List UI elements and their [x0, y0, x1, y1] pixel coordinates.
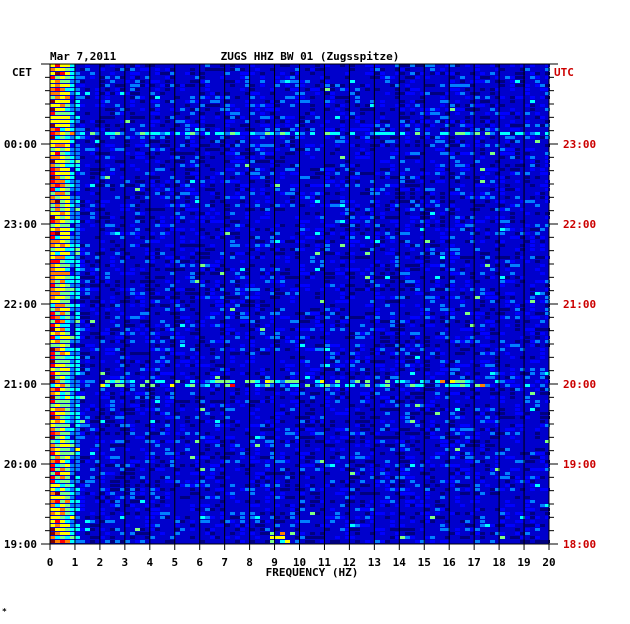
x-tick-label: 0 [47, 556, 54, 569]
x-tick-label: 10 [293, 556, 306, 569]
left-time-label: 19:00 [4, 538, 37, 551]
right-minor-ticks: 23:00 22:00 21:00 20:00 19:00 18:00 [549, 63, 596, 551]
x-tick-label: 18 [492, 556, 505, 569]
x-tick-label: 13 [368, 556, 381, 569]
right-time-label: 18:00 [563, 538, 596, 551]
x-axis-label: FREQUENCY (HZ) [266, 566, 359, 579]
x-tick-label: 17 [468, 556, 481, 569]
x-axis-ticks: 0 1 2 3 4 5 6 7 8 9 10 11 12 13 14 15 16 17 18 19 20 [47, 544, 556, 569]
x-tick-label: 9 [271, 556, 278, 569]
x-tick-label: 7 [221, 556, 228, 569]
left-minor-ticks: 00:00 23:00 22:00 21:00 20:00 19:00 [4, 63, 50, 551]
right-axis-label: UTC [554, 66, 574, 79]
chart-title: ZUGS HHZ BW 01 (Zugsspitze) [221, 50, 400, 63]
x-tick-label: 16 [443, 556, 457, 569]
left-time-label: 20:00 [4, 458, 37, 471]
left-time-label: 22:00 [4, 298, 37, 311]
right-time-label: 21:00 [563, 298, 596, 311]
left-time-label: 00:00 [4, 138, 37, 151]
x-tick-label: 4 [146, 556, 153, 569]
x-tick-label: 11 [318, 556, 332, 569]
x-tick-label: 19 [517, 556, 530, 569]
right-time-label: 23:00 [563, 138, 596, 151]
left-time-label: 23:00 [4, 218, 37, 231]
left-time-label: 21:00 [4, 378, 37, 391]
right-time-label: 22:00 [563, 218, 596, 231]
footer-mark: * [2, 607, 7, 616]
right-time-label: 20:00 [563, 378, 596, 391]
x-tick-label: 6 [196, 556, 203, 569]
right-time-label: 19:00 [563, 458, 596, 471]
x-tick-label: 15 [418, 556, 431, 569]
x-tick-label: 5 [171, 556, 178, 569]
left-axis-label: CET [12, 66, 32, 79]
x-tick-label: 8 [246, 556, 253, 569]
x-tick-label: 14 [393, 556, 407, 569]
x-tick-label: 20 [542, 556, 555, 569]
date-label: Mar 7,2011 [50, 50, 117, 63]
frequency-gridlines [74, 64, 525, 544]
x-tick-label: 3 [122, 556, 129, 569]
x-tick-label: 1 [72, 556, 79, 569]
x-tick-label: 12 [343, 556, 356, 569]
x-tick-label: 2 [97, 556, 104, 569]
